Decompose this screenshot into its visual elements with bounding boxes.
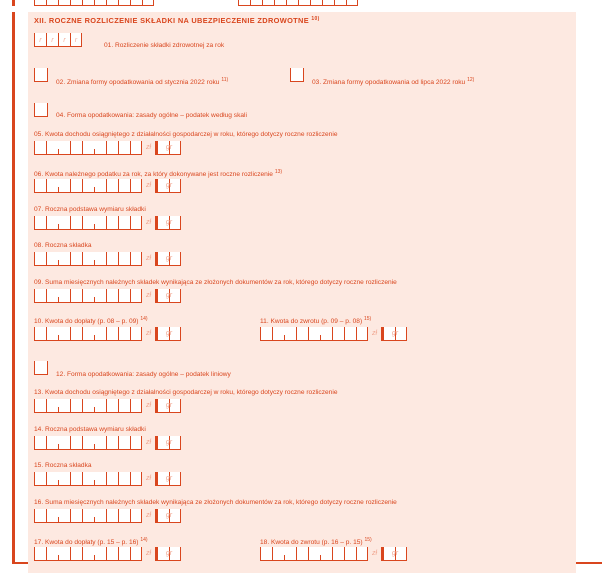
- zl-unit-label: zł: [145, 439, 152, 446]
- field-08-amount[interactable]: zł gr: [34, 252, 181, 266]
- gr-unit-label: gr: [165, 144, 173, 151]
- zl-unit-label: zł: [145, 475, 152, 482]
- decimal-separator: [155, 179, 157, 193]
- zl-unit-label: zł: [145, 512, 152, 519]
- zl-unit-label: zł: [145, 292, 152, 299]
- field-02-label: 02. Zmiana formy opodatkowania od styczn…: [56, 77, 229, 86]
- gr-unit-label: gr: [165, 475, 173, 482]
- field-18-amount[interactable]: zł gr: [260, 547, 407, 561]
- field-04-label: 04. Forma opodatkowania: zasady ogólne –…: [56, 112, 247, 119]
- field-09-amount[interactable]: zł gr: [34, 289, 181, 303]
- zl-unit-label: zł: [145, 255, 152, 262]
- field-18-label: 18. Kwota do zwrotu (p. 16 – p. 15) 15): [260, 537, 372, 546]
- field-05-amount[interactable]: zł gr: [34, 141, 181, 155]
- gr-unit-label: gr: [165, 292, 173, 299]
- decimal-separator: [155, 436, 157, 450]
- field-06-label: 06. Kwota należnego podatku za rok, za k…: [34, 169, 283, 178]
- decimal-separator: [155, 327, 157, 341]
- decimal-separator: [155, 509, 157, 523]
- decimal-separator: [155, 252, 157, 266]
- field-14-amount[interactable]: zł gr: [34, 436, 181, 450]
- field-16-amount[interactable]: zł gr: [34, 509, 181, 523]
- zl-unit-label: zł: [145, 182, 152, 189]
- field-12-checkbox[interactable]: [34, 361, 48, 375]
- previous-amount-field-2: [238, 0, 358, 6]
- field-09-label: 09. Suma miesięcznych należnych składek …: [34, 279, 397, 286]
- previous-amount-field: [34, 0, 154, 6]
- outer-frame-left: [12, 12, 15, 564]
- gr-unit-label: gr: [165, 255, 173, 262]
- field-01-label: 01. Rozliczenie składki zdrowotnej za ro…: [104, 42, 225, 49]
- gr-unit-label: gr: [165, 439, 173, 446]
- section-title: XII. ROCZNE ROZLICZENIE SKŁADKI NA UBEZP…: [34, 16, 320, 25]
- field-10-amount[interactable]: zł gr: [34, 327, 181, 341]
- field-07-amount[interactable]: zł gr: [34, 216, 181, 230]
- field-05-label: 05. Kwota dochodu osiągniętego z działal…: [34, 131, 338, 138]
- decimal-separator: [155, 141, 157, 155]
- decimal-separator: [155, 216, 157, 230]
- zl-unit-label: zł: [371, 330, 378, 337]
- decimal-separator: [155, 547, 157, 561]
- decimal-separator: [381, 327, 383, 341]
- decimal-separator: [155, 399, 157, 413]
- field-15-amount[interactable]: zł gr: [34, 472, 181, 486]
- gr-unit-label: gr: [165, 330, 173, 337]
- field-07-label: 07. Roczna podstawa wymiaru składki: [34, 206, 146, 213]
- field-03-label: 03. Zmiana formy opodatkowania od lipca …: [312, 77, 475, 86]
- zl-unit-label: zł: [145, 144, 152, 151]
- field-13-label: 13. Kwota dochodu osiągniętego z działal…: [34, 389, 338, 396]
- field-17-amount[interactable]: zł gr: [34, 547, 181, 561]
- zl-unit-label: zł: [371, 550, 378, 557]
- zl-unit-label: zł: [145, 402, 152, 409]
- zl-unit-label: zł: [145, 330, 152, 337]
- field-13-amount[interactable]: zł gr: [34, 399, 181, 413]
- field-17-label: 17. Kwota do dopłaty (p. 15 – p. 16) 14): [34, 537, 148, 546]
- gr-unit-label: gr: [165, 182, 173, 189]
- field-06-amount[interactable]: zł gr: [34, 179, 181, 193]
- field-11-amount[interactable]: zł gr: [260, 327, 407, 341]
- gr-unit-label: gr: [165, 402, 173, 409]
- field-11-label: 11. Kwota do zwrotu (p. 09 – p. 08) 15): [260, 316, 372, 325]
- field-04-checkbox[interactable]: [34, 103, 48, 117]
- gr-unit-label: gr: [165, 219, 173, 226]
- field-15-label: 15. Roczna składka: [34, 462, 92, 469]
- zl-unit-label: zł: [145, 550, 152, 557]
- field-14-label: 14. Roczna podstawa wymiaru składki: [34, 426, 146, 433]
- gr-unit-label: gr: [165, 550, 173, 557]
- decimal-separator: [155, 472, 157, 486]
- gr-unit-label: gr: [391, 330, 399, 337]
- field-10-label: 10. Kwota do dopłaty (p. 08 – p. 09) 14): [34, 316, 148, 325]
- field-03-checkbox[interactable]: [290, 68, 304, 82]
- zl-unit-label: zł: [145, 219, 152, 226]
- decimal-separator: [381, 547, 383, 561]
- outer-frame-top-fragment: [12, 0, 15, 6]
- field-02-checkbox[interactable]: [34, 68, 48, 82]
- decimal-separator: [155, 289, 157, 303]
- field-08-label: 08. Roczna składka: [34, 242, 92, 249]
- field-16-label: 16. Suma miesięcznych należnych składek …: [34, 499, 397, 506]
- previous-section-fragment: [28, 0, 428, 6]
- gr-unit-label: gr: [391, 550, 399, 557]
- gr-unit-label: gr: [165, 512, 173, 519]
- field-12-label: 12. Forma opodatkowania: zasady ogólne –…: [56, 371, 231, 378]
